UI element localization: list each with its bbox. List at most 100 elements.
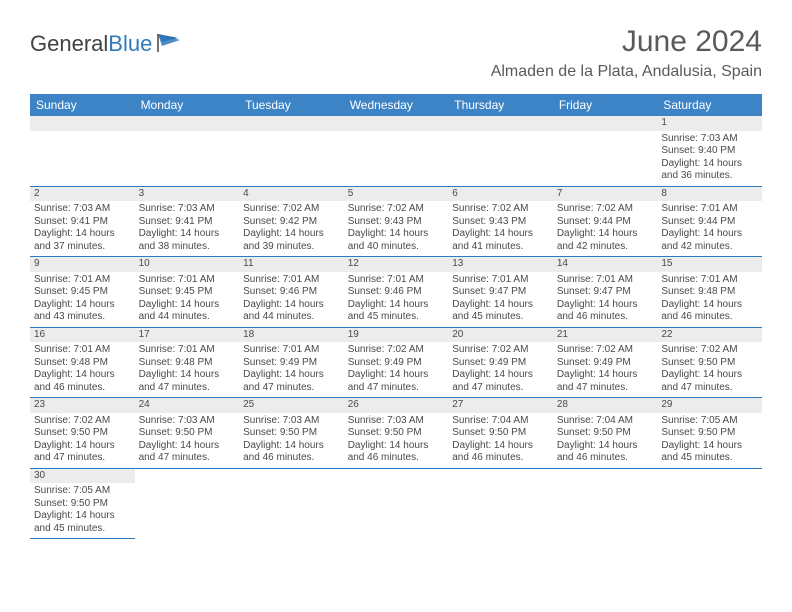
daylight-text-1: Daylight: 14 hours	[34, 440, 131, 453]
sunrise-text: Sunrise: 7:02 AM	[348, 203, 445, 216]
day-number-cell	[135, 116, 240, 131]
day-info-cell: Sunrise: 7:01 AMSunset: 9:46 PMDaylight:…	[344, 272, 449, 328]
header: GeneralBlue June 2024 Almaden de la Plat…	[0, 0, 792, 86]
daylight-text-1: Daylight: 14 hours	[661, 228, 758, 241]
day-info-row: Sunrise: 7:03 AMSunset: 9:40 PMDaylight:…	[30, 131, 762, 187]
daylight-text-1: Daylight: 14 hours	[34, 299, 131, 312]
day-number-cell: 5	[344, 186, 449, 201]
daylight-text-2: and 47 minutes.	[139, 452, 236, 465]
day-info-cell: Sunrise: 7:05 AMSunset: 9:50 PMDaylight:…	[657, 413, 762, 469]
day-info-cell: Sunrise: 7:01 AMSunset: 9:48 PMDaylight:…	[135, 342, 240, 398]
daylight-text-2: and 42 minutes.	[661, 241, 758, 254]
sunrise-text: Sunrise: 7:01 AM	[661, 274, 758, 287]
day-info-cell	[553, 483, 658, 539]
day-info-cell	[135, 131, 240, 187]
daylight-text-2: and 46 minutes.	[243, 452, 340, 465]
sunset-text: Sunset: 9:48 PM	[661, 286, 758, 299]
sunset-text: Sunset: 9:43 PM	[348, 216, 445, 229]
sunrise-text: Sunrise: 7:01 AM	[243, 274, 340, 287]
sunrise-text: Sunrise: 7:03 AM	[139, 203, 236, 216]
sunset-text: Sunset: 9:47 PM	[557, 286, 654, 299]
daylight-text-2: and 42 minutes.	[557, 241, 654, 254]
sunset-text: Sunset: 9:42 PM	[243, 216, 340, 229]
sunset-text: Sunset: 9:45 PM	[139, 286, 236, 299]
daylight-text-1: Daylight: 14 hours	[557, 228, 654, 241]
day-number-row: 9101112131415	[30, 257, 762, 272]
daylight-text-2: and 46 minutes.	[34, 382, 131, 395]
sunset-text: Sunset: 9:50 PM	[557, 427, 654, 440]
day-info-cell: Sunrise: 7:03 AMSunset: 9:41 PMDaylight:…	[30, 201, 135, 257]
day-info-cell	[448, 131, 553, 187]
daylight-text-1: Daylight: 14 hours	[452, 299, 549, 312]
weekday-header: Monday	[135, 94, 240, 116]
day-number-cell: 18	[239, 327, 344, 342]
daylight-text-2: and 46 minutes.	[557, 311, 654, 324]
sunrise-text: Sunrise: 7:01 AM	[139, 274, 236, 287]
sunset-text: Sunset: 9:40 PM	[661, 145, 758, 158]
sunrise-text: Sunrise: 7:04 AM	[452, 415, 549, 428]
sunrise-text: Sunrise: 7:03 AM	[348, 415, 445, 428]
day-info-cell: Sunrise: 7:01 AMSunset: 9:49 PMDaylight:…	[239, 342, 344, 398]
day-number-cell: 20	[448, 327, 553, 342]
daylight-text-1: Daylight: 14 hours	[243, 228, 340, 241]
sunset-text: Sunset: 9:45 PM	[34, 286, 131, 299]
day-info-cell: Sunrise: 7:04 AMSunset: 9:50 PMDaylight:…	[553, 413, 658, 469]
day-number-cell: 27	[448, 398, 553, 413]
sunrise-text: Sunrise: 7:05 AM	[661, 415, 758, 428]
daylight-text-2: and 46 minutes.	[661, 311, 758, 324]
sunrise-text: Sunrise: 7:01 AM	[34, 274, 131, 287]
day-number-cell: 3	[135, 186, 240, 201]
sunrise-text: Sunrise: 7:01 AM	[348, 274, 445, 287]
day-number-cell: 16	[30, 327, 135, 342]
day-number-cell: 1	[657, 116, 762, 131]
sunset-text: Sunset: 9:48 PM	[139, 357, 236, 370]
day-number-row: 1	[30, 116, 762, 131]
daylight-text-1: Daylight: 14 hours	[661, 299, 758, 312]
sunrise-text: Sunrise: 7:03 AM	[34, 203, 131, 216]
day-info-cell: Sunrise: 7:01 AMSunset: 9:44 PMDaylight:…	[657, 201, 762, 257]
daylight-text-1: Daylight: 14 hours	[34, 228, 131, 241]
day-number-cell: 17	[135, 327, 240, 342]
day-number-cell: 24	[135, 398, 240, 413]
daylight-text-1: Daylight: 14 hours	[348, 440, 445, 453]
day-number-cell: 11	[239, 257, 344, 272]
daylight-text-1: Daylight: 14 hours	[661, 369, 758, 382]
sunrise-text: Sunrise: 7:01 AM	[139, 344, 236, 357]
day-number-cell: 12	[344, 257, 449, 272]
daylight-text-1: Daylight: 14 hours	[452, 228, 549, 241]
day-number-cell: 6	[448, 186, 553, 201]
day-info-cell	[553, 131, 658, 187]
day-number-row: 30	[30, 468, 762, 483]
day-info-cell: Sunrise: 7:03 AMSunset: 9:50 PMDaylight:…	[239, 413, 344, 469]
day-number-cell	[553, 116, 658, 131]
day-number-cell	[448, 468, 553, 483]
day-info-cell: Sunrise: 7:01 AMSunset: 9:47 PMDaylight:…	[448, 272, 553, 328]
daylight-text-1: Daylight: 14 hours	[34, 510, 131, 523]
daylight-text-1: Daylight: 14 hours	[34, 369, 131, 382]
daylight-text-1: Daylight: 14 hours	[139, 440, 236, 453]
daylight-text-2: and 45 minutes.	[348, 311, 445, 324]
day-info-cell: Sunrise: 7:02 AMSunset: 9:49 PMDaylight:…	[553, 342, 658, 398]
daylight-text-1: Daylight: 14 hours	[661, 440, 758, 453]
logo-flag-icon	[156, 32, 182, 52]
daylight-text-1: Daylight: 14 hours	[139, 299, 236, 312]
day-number-cell: 30	[30, 468, 135, 483]
daylight-text-2: and 47 minutes.	[661, 382, 758, 395]
day-number-cell: 15	[657, 257, 762, 272]
daylight-text-2: and 45 minutes.	[34, 523, 131, 536]
sunset-text: Sunset: 9:46 PM	[243, 286, 340, 299]
day-number-cell: 25	[239, 398, 344, 413]
day-number-cell	[30, 116, 135, 131]
day-info-cell: Sunrise: 7:01 AMSunset: 9:45 PMDaylight:…	[135, 272, 240, 328]
daylight-text-1: Daylight: 14 hours	[452, 369, 549, 382]
daylight-text-1: Daylight: 14 hours	[661, 158, 758, 171]
daylight-text-1: Daylight: 14 hours	[348, 299, 445, 312]
weekday-header: Friday	[553, 94, 658, 116]
day-info-cell: Sunrise: 7:01 AMSunset: 9:47 PMDaylight:…	[553, 272, 658, 328]
sunset-text: Sunset: 9:50 PM	[243, 427, 340, 440]
sunset-text: Sunset: 9:49 PM	[557, 357, 654, 370]
day-info-cell: Sunrise: 7:02 AMSunset: 9:42 PMDaylight:…	[239, 201, 344, 257]
sunrise-text: Sunrise: 7:04 AM	[557, 415, 654, 428]
day-number-cell: 4	[239, 186, 344, 201]
sunset-text: Sunset: 9:44 PM	[661, 216, 758, 229]
